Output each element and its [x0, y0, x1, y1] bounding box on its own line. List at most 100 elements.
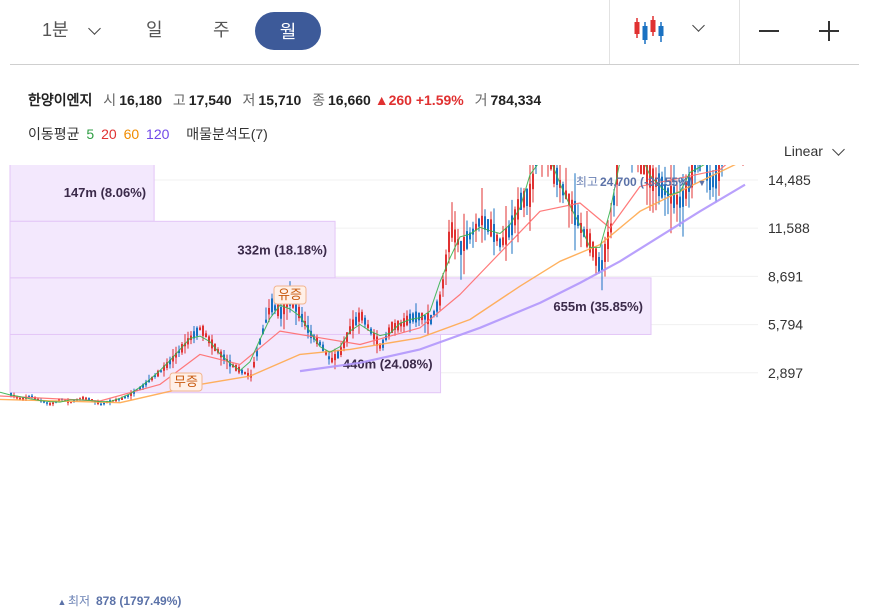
candle-body: [499, 238, 501, 248]
chevron-down-icon[interactable]: [88, 22, 101, 35]
candle-body: [367, 324, 369, 328]
candle-body: [682, 189, 684, 207]
candle-body: [535, 165, 537, 167]
candle-body: [268, 307, 270, 315]
period-tab-week[interactable]: 주: [213, 20, 230, 40]
candle-body: [118, 399, 120, 401]
open-label: 시: [103, 92, 117, 108]
candle-body: [241, 369, 243, 374]
candle-body: [391, 322, 393, 333]
candle-body: [550, 165, 552, 170]
volume-profile-label: 440m (24.08%): [343, 357, 433, 372]
candle-body: [490, 219, 492, 237]
candle-body: [427, 312, 429, 325]
toolbar-divider: [609, 0, 610, 64]
low-price: 15,710: [258, 92, 302, 108]
candle-body: [115, 399, 117, 402]
candle-body: [193, 331, 195, 339]
indicator-legend: 이동평균 5 20 60 120 매물분석도(7): [28, 124, 271, 144]
candlestick-type-icon[interactable]: [634, 14, 664, 46]
price-chart[interactable]: 74.3m (4.06%)179m (9.77%)147m (8.06%)332…: [0, 165, 870, 612]
candle-body: [352, 319, 354, 331]
candle-body: [640, 165, 642, 174]
candle-body: [340, 347, 342, 355]
minute-interval-select[interactable]: 1분: [42, 20, 69, 40]
candle-body: [334, 354, 336, 361]
moving-average-label[interactable]: 이동평균: [28, 126, 80, 142]
candle-body: [478, 218, 480, 227]
candle-body: [601, 260, 603, 271]
candle-body: [325, 350, 327, 355]
candle-body: [469, 232, 471, 240]
candle-body: [127, 394, 129, 397]
high-label: 고: [172, 92, 186, 108]
price-change-pct: +1.59%: [415, 92, 464, 108]
event-annotation-label: 유증: [278, 287, 302, 302]
period-tab-month[interactable]: 월: [255, 12, 321, 50]
candle-body: [688, 174, 690, 192]
candle-body: [508, 225, 510, 238]
candle-body: [364, 317, 366, 325]
candle-body: [475, 223, 477, 231]
candle-body: [436, 301, 438, 312]
candle-body: [694, 165, 696, 173]
candle-body: [346, 332, 348, 342]
candle-body: [487, 219, 489, 232]
toolbar-divider-line: [10, 64, 859, 65]
candle-body: [646, 165, 648, 186]
candles: [10, 165, 744, 407]
candle-body: [298, 306, 300, 319]
chart-toolbar: 1분 일 주 월: [0, 0, 870, 64]
candle-body: [709, 172, 711, 191]
volume-profile-label[interactable]: 매물분석도(7): [186, 126, 268, 142]
candle-body: [667, 188, 669, 197]
candle-body: [178, 350, 180, 354]
volume-profile-label: 332m (18.18%): [237, 243, 327, 258]
close-label: 종: [312, 92, 326, 108]
low-marker-label: 최저: [68, 594, 90, 608]
low-marker-arrow-icon: ▲: [58, 597, 67, 607]
candle-body: [124, 396, 126, 399]
high-marker-label: 최고: [576, 175, 598, 189]
y-axis-tick-label: 11,588: [768, 220, 810, 236]
candle-body: [373, 332, 375, 340]
candle-body: [46, 402, 48, 404]
candle-body: [274, 305, 276, 311]
candle-body: [52, 402, 54, 405]
zoom-out-icon[interactable]: [759, 30, 779, 32]
volume-profile-label: 147m (8.06%): [64, 185, 146, 200]
candle-body: [79, 397, 81, 399]
open-price: 16,180: [119, 92, 163, 108]
candle-body: [271, 298, 273, 313]
candle-body: [295, 302, 297, 312]
high-price: 17,540: [188, 92, 232, 108]
candle-body: [49, 403, 51, 405]
candle-body: [496, 234, 498, 242]
candle-body: [259, 338, 261, 345]
candle-body: [22, 397, 24, 400]
stock-quote-summary: 한양이엔지 시 16,180 고 17,540 저 15,710 종 16,660 ▲2…: [28, 90, 541, 110]
candle-body: [502, 237, 504, 246]
y-axis-tick-label: 2,897: [768, 365, 803, 381]
candle-body: [166, 362, 168, 368]
candle-body: [568, 193, 570, 206]
scale-mode-select[interactable]: Linear: [784, 143, 823, 159]
candle-body: [199, 327, 201, 331]
event-annotation-label: 무증: [174, 374, 198, 389]
candle-body: [610, 223, 612, 233]
period-tab-day[interactable]: 일: [146, 20, 163, 40]
candle-body: [451, 222, 453, 238]
candle-body: [202, 325, 204, 336]
candle-body: [28, 395, 30, 398]
candle-body: [148, 380, 150, 383]
candle-body: [175, 352, 177, 358]
candle-body: [316, 336, 318, 345]
chart-type-chevron-icon[interactable]: [692, 19, 705, 32]
candle-body: [133, 390, 135, 394]
candle-body: [430, 314, 432, 325]
scale-chevron-down-icon[interactable]: [832, 143, 845, 156]
volume-label: 거: [474, 92, 488, 108]
candle-body: [253, 361, 255, 368]
up-triangle-icon: ▲: [374, 92, 389, 108]
candle-body: [283, 302, 285, 315]
